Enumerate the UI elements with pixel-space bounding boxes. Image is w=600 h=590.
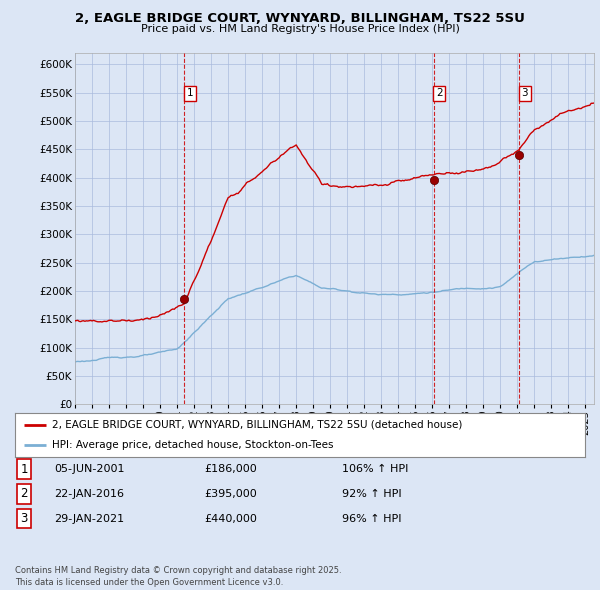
Text: 2: 2	[436, 88, 443, 98]
Text: 22-JAN-2016: 22-JAN-2016	[54, 489, 124, 499]
Text: Contains HM Land Registry data © Crown copyright and database right 2025.
This d: Contains HM Land Registry data © Crown c…	[15, 566, 341, 587]
Text: 1: 1	[20, 463, 28, 476]
Text: 96% ↑ HPI: 96% ↑ HPI	[342, 514, 401, 523]
Text: £186,000: £186,000	[204, 464, 257, 474]
Text: £395,000: £395,000	[204, 489, 257, 499]
Text: Price paid vs. HM Land Registry's House Price Index (HPI): Price paid vs. HM Land Registry's House …	[140, 24, 460, 34]
Text: £440,000: £440,000	[204, 514, 257, 523]
Text: 05-JUN-2001: 05-JUN-2001	[54, 464, 125, 474]
Text: 92% ↑ HPI: 92% ↑ HPI	[342, 489, 401, 499]
Text: HPI: Average price, detached house, Stockton-on-Tees: HPI: Average price, detached house, Stoc…	[52, 440, 334, 450]
Text: 2: 2	[20, 487, 28, 500]
Text: 29-JAN-2021: 29-JAN-2021	[54, 514, 124, 523]
Text: 2, EAGLE BRIDGE COURT, WYNYARD, BILLINGHAM, TS22 5SU (detached house): 2, EAGLE BRIDGE COURT, WYNYARD, BILLINGH…	[52, 420, 463, 430]
Text: 106% ↑ HPI: 106% ↑ HPI	[342, 464, 409, 474]
Text: 3: 3	[20, 512, 28, 525]
Text: 2, EAGLE BRIDGE COURT, WYNYARD, BILLINGHAM, TS22 5SU: 2, EAGLE BRIDGE COURT, WYNYARD, BILLINGH…	[75, 12, 525, 25]
Text: 3: 3	[521, 88, 528, 98]
Text: 1: 1	[187, 88, 194, 98]
